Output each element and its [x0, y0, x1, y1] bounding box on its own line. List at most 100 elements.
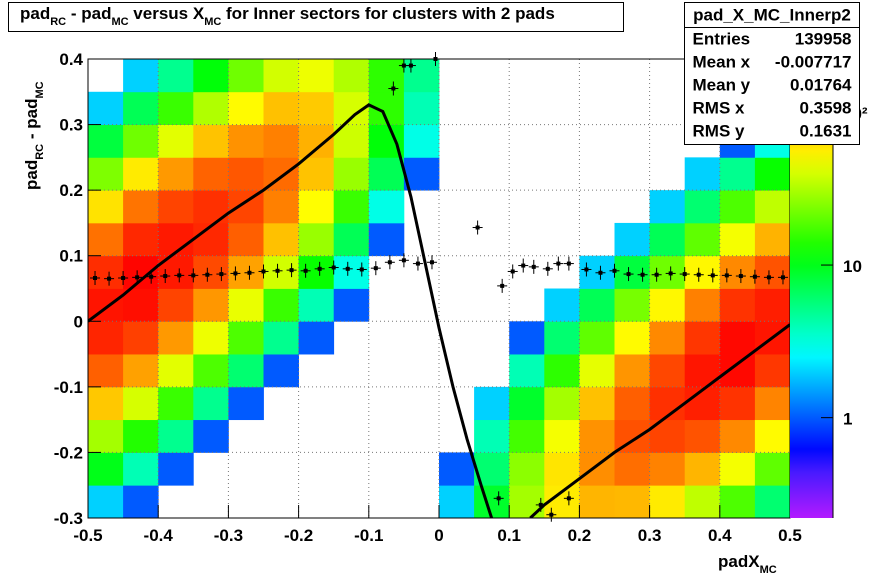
heat-cell	[123, 59, 159, 93]
heat-cell	[509, 321, 545, 355]
marker	[518, 258, 529, 273]
marker-point	[121, 276, 126, 281]
marker-point	[373, 266, 378, 271]
heat-cell	[123, 288, 159, 322]
marker	[507, 264, 518, 279]
heat-cell	[158, 124, 194, 158]
chart-title-part: for Inner sectors for clusters with 2 pa…	[221, 4, 554, 23]
heat-cell	[88, 485, 124, 519]
heat-cell	[614, 288, 650, 322]
heat-cell	[158, 321, 194, 355]
marker	[188, 268, 199, 283]
heat-cell	[88, 419, 124, 453]
heat-cell	[544, 386, 580, 421]
y-tick-label: 0.4	[59, 50, 83, 69]
marker-point	[107, 276, 112, 281]
heat-cell	[649, 485, 686, 519]
heat-cell	[684, 255, 721, 289]
marker	[216, 267, 227, 282]
heat-cell	[684, 386, 721, 421]
heat-cell	[158, 91, 194, 125]
chart-title-part: MC	[111, 16, 128, 28]
stats-value: -0.007717	[775, 53, 852, 72]
heat-cell	[754, 157, 791, 191]
heat-cell	[754, 255, 791, 289]
heat-cell	[754, 190, 791, 224]
marker-point	[93, 276, 98, 281]
marker	[777, 270, 788, 285]
heat-cell	[649, 222, 686, 257]
stats-key: Entries	[693, 30, 751, 49]
marker	[493, 491, 504, 506]
marker-point	[696, 272, 701, 277]
heat-cell	[684, 452, 721, 486]
heat-cell	[193, 91, 229, 125]
chart-title-part: - pad	[66, 4, 111, 23]
heat-cell	[649, 288, 686, 322]
stats-title: pad_X_MC_Innerp2	[693, 6, 851, 25]
marker	[497, 278, 508, 293]
heat-cell	[544, 354, 580, 388]
heat-cell	[193, 321, 229, 355]
marker	[230, 266, 241, 281]
heat-cell	[263, 255, 299, 289]
heat-cell	[684, 288, 721, 322]
marker-point	[584, 267, 589, 272]
heat-cell	[123, 222, 159, 257]
heat-cell	[684, 419, 721, 453]
marker	[637, 267, 648, 282]
marker-point	[549, 512, 554, 517]
marker-point	[359, 267, 364, 272]
marker	[665, 266, 676, 281]
marker-point	[401, 63, 406, 68]
marker-point	[191, 273, 196, 278]
heat-cell	[614, 485, 650, 519]
heat-cell	[228, 354, 264, 388]
y-tick-label: -0.3	[54, 509, 83, 528]
heat-cell	[614, 386, 650, 421]
marker	[563, 256, 574, 271]
heat-cell	[88, 386, 124, 421]
heat-cell	[88, 91, 124, 125]
heat-cell	[719, 190, 756, 224]
heat-cell	[544, 419, 580, 453]
x-tick-label: 0.4	[708, 526, 732, 545]
marker	[286, 263, 297, 278]
marker-point	[135, 275, 140, 280]
marker-point	[391, 86, 396, 91]
marker-point	[556, 261, 561, 266]
heat-cell	[88, 124, 124, 158]
marker	[202, 267, 213, 282]
y-axis-label-part: MC	[34, 81, 46, 98]
heat-cell	[123, 255, 159, 289]
marker-point	[545, 266, 550, 271]
marker-point	[496, 496, 501, 501]
marker-point	[261, 269, 266, 274]
heat-cell	[579, 354, 615, 388]
x-tick-label: 0.3	[638, 526, 662, 545]
heat-cell	[263, 190, 299, 224]
marker	[272, 263, 283, 278]
marker-point	[531, 264, 536, 269]
heat-cell	[719, 354, 756, 388]
heat-cell	[298, 288, 335, 322]
heat-cell	[158, 157, 194, 191]
heat-cell	[158, 354, 194, 388]
marker	[595, 265, 606, 280]
heat-cell	[684, 190, 721, 224]
marker	[258, 264, 269, 279]
heat-cell	[614, 222, 650, 257]
heat-cell	[158, 419, 194, 453]
marker-point	[415, 261, 420, 266]
heat-cell	[193, 59, 229, 93]
heat-cell	[544, 321, 580, 355]
heat-cell	[754, 419, 791, 453]
marker	[735, 269, 746, 284]
stats-box	[684, 2, 860, 145]
y-tick-label: 0.3	[59, 116, 83, 135]
stats-value: 0.1631	[800, 122, 852, 141]
marker	[388, 81, 399, 96]
heat-cell	[263, 91, 299, 125]
heat-cell	[754, 485, 791, 519]
